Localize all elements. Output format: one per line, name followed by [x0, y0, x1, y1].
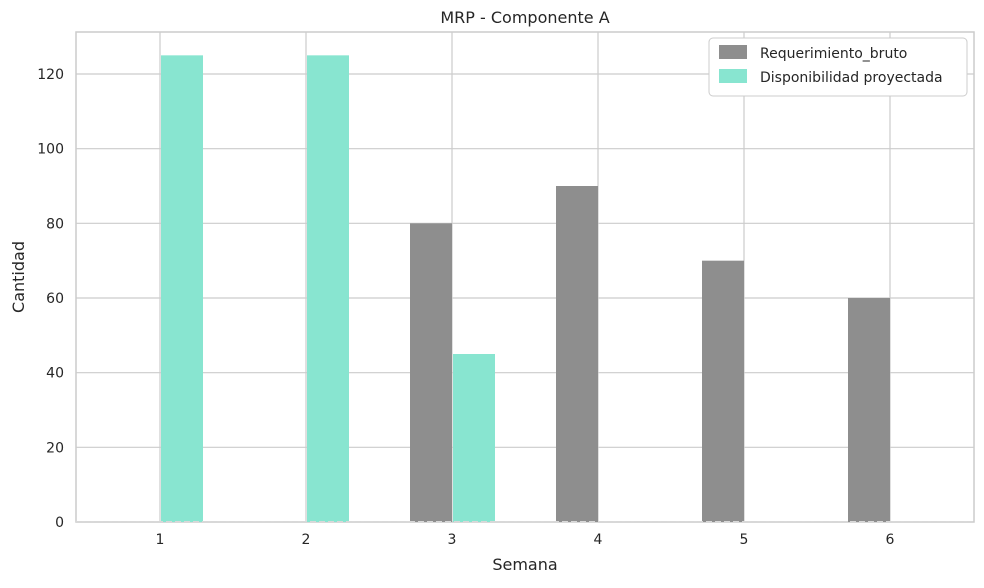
- legend-label-requerimiento-bruto: Requerimiento_bruto: [760, 46, 907, 62]
- y-tick-label: 100: [37, 142, 64, 158]
- bar-disponibilidad-proyectada-2: [307, 55, 349, 522]
- x-tick-label: 2: [302, 532, 311, 548]
- y-tick-label: 60: [46, 291, 64, 307]
- x-axis-ticks: 1 2 3 4 5 6: [156, 532, 895, 548]
- bar-requerimiento-bruto-5: [702, 260, 744, 522]
- x-tick-label: 1: [156, 532, 165, 548]
- plot-area: [75, 31, 975, 523]
- chart-title: MRP - Componente A: [440, 8, 609, 27]
- legend-label-disponibilidad-proyectada: Disponibilidad proyectada: [760, 70, 943, 86]
- legend-swatch-requerimiento-bruto: [719, 45, 747, 59]
- x-tick-label: 6: [886, 532, 895, 548]
- y-axis-label: Cantidad: [9, 241, 28, 313]
- x-tick-label: 3: [448, 532, 457, 548]
- x-tick-label: 5: [740, 532, 749, 548]
- legend-box: [708, 37, 968, 97]
- x-axis-label: Semana: [492, 555, 557, 574]
- legend-swatch-disponibilidad-proyectada: [719, 69, 747, 83]
- plot-frame: [75, 31, 975, 523]
- bar-requerimiento-bruto-3: [410, 223, 452, 523]
- y-tick-label: 120: [37, 67, 64, 83]
- y-tick-label: 80: [46, 216, 64, 232]
- legend: Requerimiento_bruto Disponibilidad proye…: [708, 37, 968, 97]
- bar-requerimiento-bruto-6: [848, 298, 890, 522]
- x-tick-label: 4: [594, 532, 603, 548]
- bar-requerimiento-bruto-4: [556, 186, 598, 522]
- y-tick-label: 0: [55, 515, 64, 531]
- bar-disponibilidad-proyectada-1: [161, 55, 203, 522]
- bar-disponibilidad-proyectada-3: [453, 354, 495, 522]
- y-axis-ticks: 0 20 40 60 80 100 120: [37, 67, 64, 531]
- bars: [161, 55, 890, 523]
- y-tick-label: 20: [46, 440, 64, 456]
- y-tick-label: 40: [46, 366, 64, 382]
